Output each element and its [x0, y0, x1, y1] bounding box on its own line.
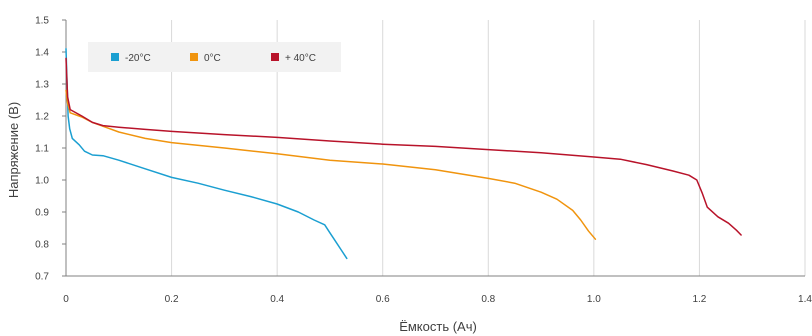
x-tick-label: 0 — [63, 294, 69, 305]
y-tick-label: 1.0 — [35, 176, 49, 187]
legend-label-3: + 40°C — [285, 53, 316, 64]
series-lines — [65, 48, 742, 260]
legend-swatch-1 — [111, 53, 119, 61]
series-line-1 — [65, 48, 348, 260]
x-tick-label: 0.2 — [165, 294, 179, 305]
legend-swatch-2 — [190, 53, 198, 61]
y-tick-label: 0.8 — [35, 240, 49, 251]
legend-swatch-3 — [271, 53, 279, 61]
x-axis-title: Ёмкость (Ач) — [399, 319, 477, 334]
x-tick-label: 0.4 — [270, 294, 284, 305]
legend-box — [88, 42, 341, 72]
tick-labels: 0 0.2 0.4 0.6 0.8 1.0 1.2 1.4 0.7 0.8 0.9 1.0 1.1 1.2… — [35, 16, 812, 306]
x-tick-label: 1.0 — [587, 294, 601, 305]
x-tick-label: 1.4 — [798, 294, 812, 305]
series-line-3 — [65, 57, 742, 236]
legend: -20°C 0°C + 40°C — [111, 53, 316, 64]
y-tick-label: 1.1 — [35, 144, 49, 155]
y-axis-title: Напряжение (В) — [6, 102, 21, 198]
x-tick-label: 0.6 — [376, 294, 390, 305]
series-line-2 — [65, 89, 597, 240]
y-tick-label: 1.3 — [35, 80, 49, 91]
legend-label-1: -20°C — [125, 53, 151, 64]
y-tick-label: 0.9 — [35, 208, 49, 219]
y-tick-label: 1.4 — [35, 48, 49, 59]
y-tick-label: 1.5 — [35, 16, 49, 27]
x-tick-label: 1.2 — [692, 294, 706, 305]
x-tick-label: 0.8 — [481, 294, 495, 305]
legend-label-2: 0°C — [204, 53, 221, 64]
y-tick-label: 0.7 — [35, 272, 49, 283]
y-tick-label: 1.2 — [35, 112, 49, 123]
